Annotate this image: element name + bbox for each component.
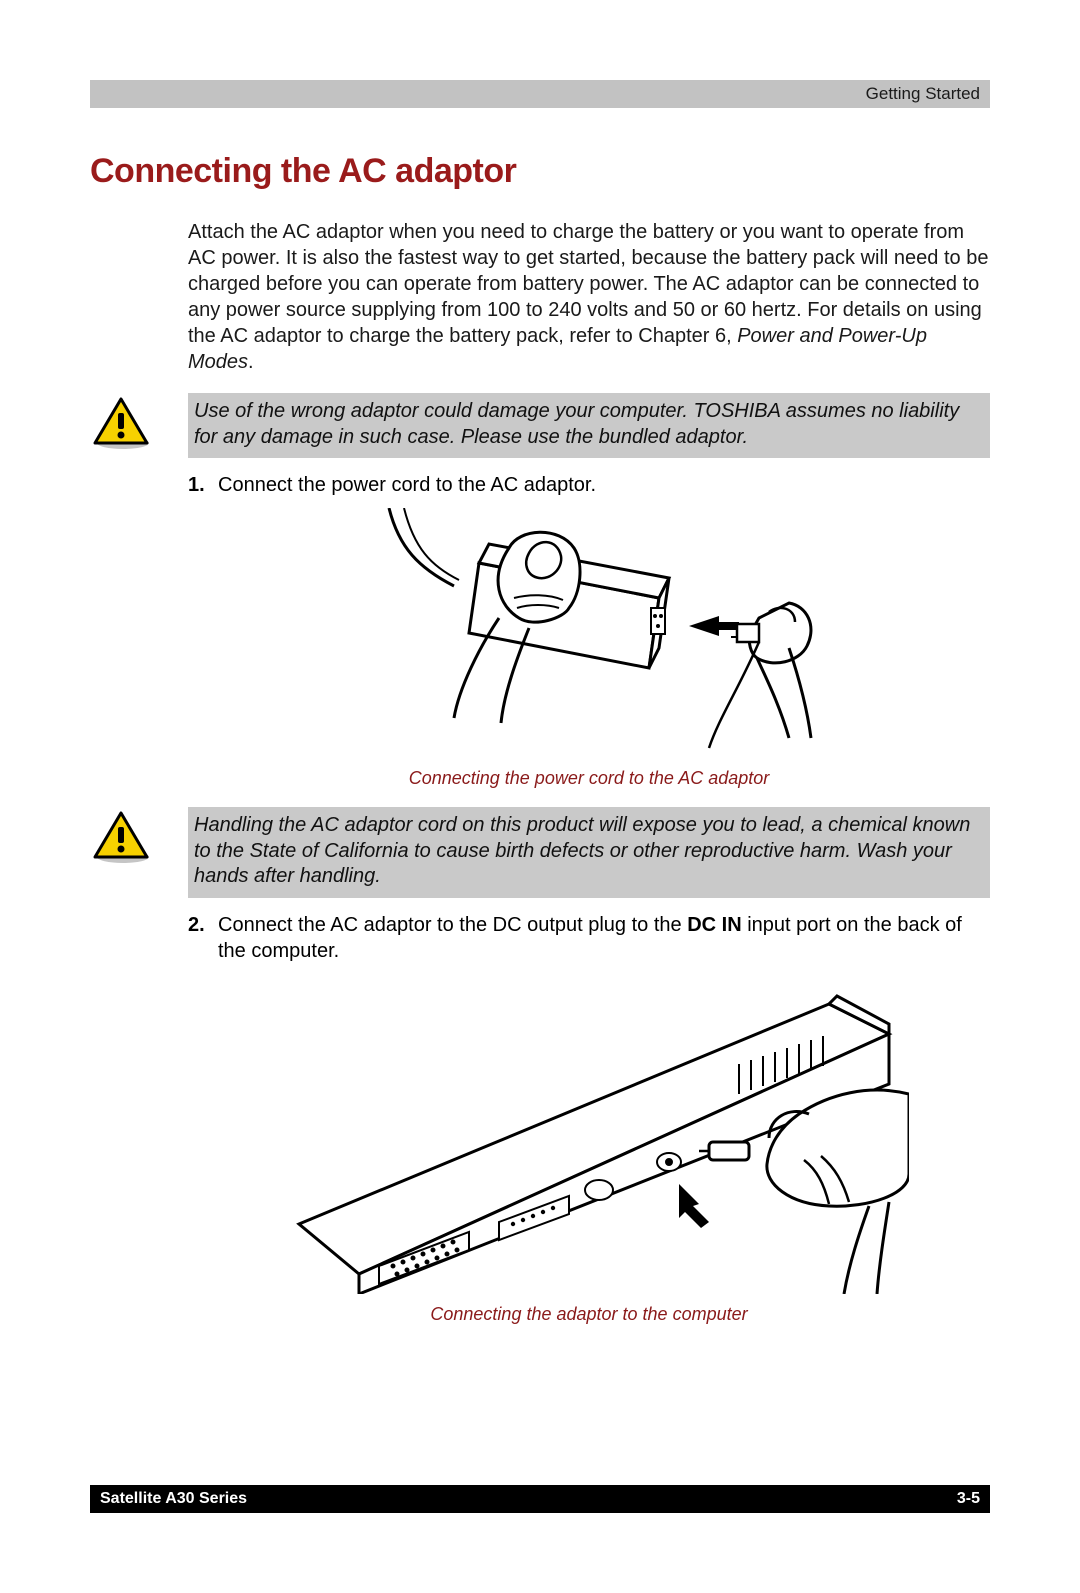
step-1-text: Connect the power cord to the AC adaptor…: [218, 472, 990, 498]
manual-page: Getting Started Connecting the AC adapto…: [0, 0, 1080, 1593]
step-1-number: 1.: [188, 472, 218, 498]
step-2-number: 2.: [188, 912, 218, 964]
caution-icon: [90, 807, 188, 865]
step-2-pre: Connect the AC adaptor to the DC output …: [218, 914, 687, 936]
caution-icon: [90, 393, 188, 451]
figure-2-caption: Connecting the adaptor to the computer: [188, 1304, 990, 1325]
figure-2-wrap: [188, 974, 990, 1294]
step-1: 1. Connect the power cord to the AC adap…: [188, 472, 990, 498]
warning-text-1: Use of the wrong adaptor could damage yo…: [188, 393, 990, 458]
warning-text-2: Handling the AC adaptor cord on this pro…: [188, 807, 990, 898]
step-2-block: 2. Connect the AC adaptor to the DC outp…: [188, 912, 990, 1325]
footer-page: 3-5: [957, 1490, 980, 1508]
warning-row-2: Handling the AC adaptor cord on this pro…: [90, 807, 990, 898]
figure-1-wrap: [188, 508, 990, 758]
intro-punct: .: [248, 351, 254, 373]
step-1-block: 1. Connect the power cord to the AC adap…: [188, 472, 990, 789]
intro-paragraph: Attach the AC adaptor when you need to c…: [188, 219, 990, 375]
header-bar: Getting Started: [90, 80, 990, 108]
step-2-text: Connect the AC adaptor to the DC output …: [218, 912, 990, 964]
footer-bar: Satellite A30 Series 3-5: [90, 1485, 990, 1513]
step-2-bold: DC IN: [687, 914, 741, 936]
header-section: Getting Started: [866, 84, 980, 104]
step-2: 2. Connect the AC adaptor to the DC outp…: [188, 912, 990, 964]
figure-adaptor-to-computer: [269, 974, 909, 1294]
figure-1-caption: Connecting the power cord to the AC adap…: [188, 768, 990, 789]
footer-series: Satellite A30 Series: [100, 1490, 247, 1508]
page-title: Connecting the AC adaptor: [90, 152, 990, 191]
figure-power-cord-to-adaptor: [359, 508, 819, 758]
warning-row-1: Use of the wrong adaptor could damage yo…: [90, 393, 990, 458]
content-column: Attach the AC adaptor when you need to c…: [188, 219, 990, 375]
